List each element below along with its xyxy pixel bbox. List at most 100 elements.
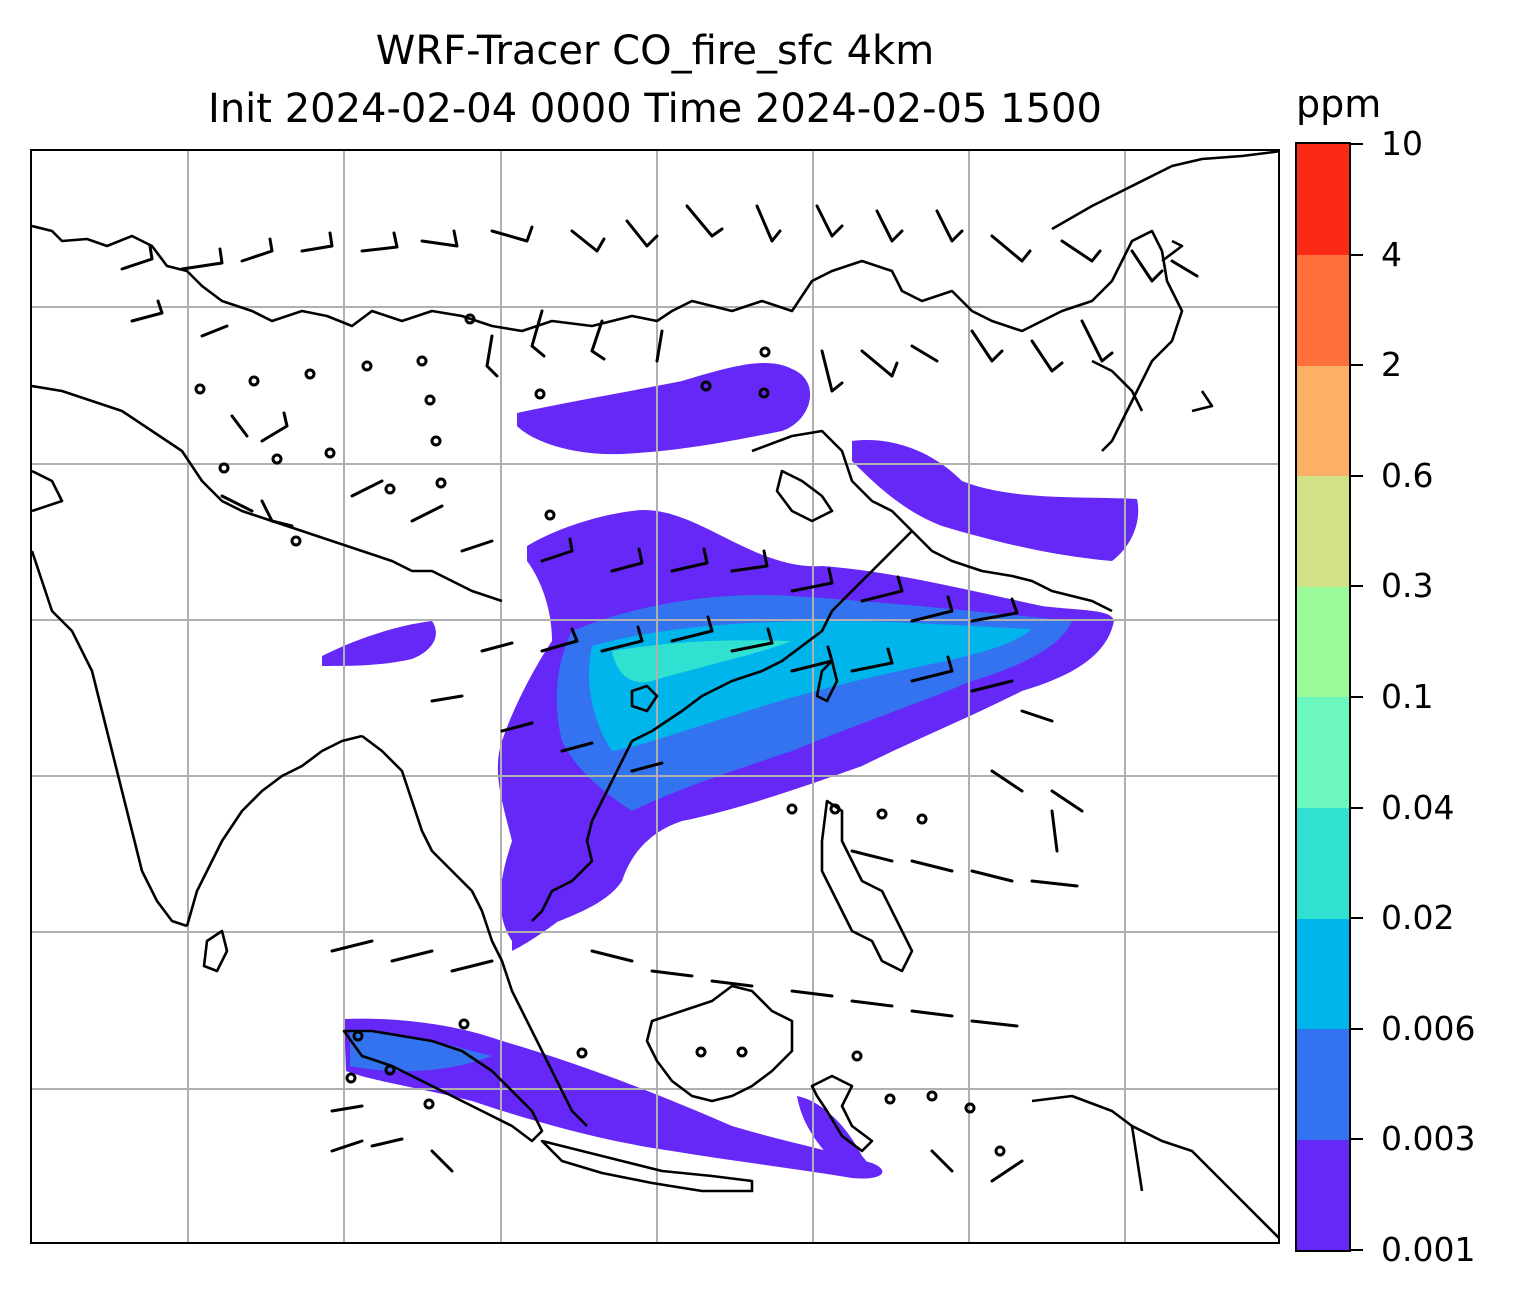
coastline-china-south (631, 530, 913, 743)
wind-barb (670, 615, 714, 643)
wind-barb (300, 231, 334, 253)
wind-barb (860, 349, 899, 378)
calm-wind-marker (695, 1046, 707, 1058)
coastlines (32, 151, 1278, 1239)
colorbar-tick-label: 0.006 (1381, 1008, 1476, 1048)
wind-barb (970, 597, 1019, 623)
wind-barb (730, 627, 774, 653)
wind-barb (570, 229, 606, 253)
colorbar-tick-label: 0.1 (1381, 677, 1434, 716)
wind-barb (1170, 259, 1199, 278)
colorbar-tick (1351, 696, 1363, 698)
coastline-india-west (32, 469, 188, 928)
wind-barb (420, 229, 459, 248)
coastline-hainan (630, 684, 659, 713)
colorbar-tick (1351, 253, 1363, 256)
calm-wind-marker (759, 346, 771, 358)
colorbar-tick-label: 10 (1381, 124, 1423, 163)
wind-barb (220, 494, 254, 513)
gridlines (32, 151, 1278, 1242)
coastline-new-guinea (1031, 1094, 1278, 1239)
wind-barb (1050, 789, 1084, 813)
calm-wind-marker (884, 1093, 896, 1105)
coastline-china-east (751, 429, 1113, 613)
calm-wind-marker (384, 1064, 396, 1076)
calm-wind-marker (423, 1098, 435, 1110)
coastline-asia-north-border (32, 224, 1164, 333)
wind-barb (600, 625, 644, 653)
plume-indochina-tail (512, 851, 596, 951)
wind-barb (655, 329, 664, 363)
wind-barb (815, 204, 844, 238)
colorbar-segment (1297, 144, 1349, 256)
wind-barb (990, 1159, 1024, 1183)
calm-wind-marker (430, 435, 442, 447)
map-canvas (32, 151, 1278, 1242)
colorbar-tick (1351, 143, 1363, 145)
coastline-india-east (185, 734, 363, 927)
colorbar-tick-label: 0.6 (1381, 455, 1434, 495)
colorbar-tick (1351, 1249, 1363, 1251)
wind-barb (500, 721, 534, 733)
calm-wind-marker (458, 1018, 470, 1030)
calm-wind-marker (851, 1050, 863, 1062)
calm-wind-marker (345, 1072, 357, 1084)
wind-barb (260, 499, 294, 528)
wind-barb (910, 655, 954, 683)
wind-barb (910, 859, 954, 873)
wind-barb (710, 979, 754, 988)
wind-barb (480, 641, 514, 653)
coastline-malay-peninsula (530, 1030, 588, 1127)
wind-barb (410, 504, 444, 523)
wind-barb (540, 537, 574, 563)
colorbar-tick-label: 0.02 (1381, 898, 1455, 938)
calm-wind-marker (194, 383, 206, 395)
colorbar-tick (1351, 1027, 1363, 1030)
wind-barb (860, 575, 904, 603)
wind-barb (350, 479, 384, 498)
wind-barb (910, 595, 954, 623)
calm-wind-marker (416, 355, 428, 367)
wind-barb (330, 1139, 364, 1153)
calm-wind-marker (324, 447, 336, 459)
calm-wind-marker (994, 1145, 1006, 1157)
wind-barb (330, 939, 374, 953)
wind-barb (260, 411, 289, 443)
colorbar-tick (1351, 806, 1363, 809)
plume-north-band (517, 362, 811, 455)
calm-wind-marker (304, 368, 316, 380)
wind-barb (850, 647, 894, 673)
wind-barb (935, 209, 964, 243)
wind-barb (180, 247, 224, 271)
calm-wind-marker (876, 808, 888, 820)
wind-barb (790, 645, 834, 673)
calm-wind-marker (534, 388, 546, 400)
wind-barb (240, 237, 274, 263)
wind-barb (530, 309, 546, 358)
calm-wind-marker (271, 453, 283, 465)
colorbar-tick (1351, 585, 1363, 588)
wind-barb (360, 231, 399, 253)
calm-wind-marker (758, 387, 770, 399)
colorbar-segment (1297, 586, 1349, 698)
wind-barb (120, 244, 154, 271)
colorbar-tick (1351, 364, 1363, 367)
wind-barb (970, 679, 1014, 693)
wind-barb (370, 1137, 404, 1148)
coastline-east-asia (1051, 151, 1278, 231)
coastline-philippines (820, 799, 914, 973)
wind-barb (685, 204, 724, 238)
colorbar-tick-label: 0.3 (1381, 566, 1434, 606)
wind-barb (1030, 339, 1064, 373)
calm-wind-marker (736, 1046, 748, 1058)
wind-barb (450, 959, 494, 973)
wind-barb (1130, 249, 1164, 283)
wind-barb (755, 204, 782, 243)
wind-barbs (120, 204, 1199, 1183)
wind-barb (610, 547, 644, 573)
wind-barb (330, 1104, 364, 1113)
wind-barb (540, 627, 579, 653)
colorbar-segment (1297, 254, 1349, 366)
colorbar-tick-label: 2 (1381, 345, 1402, 385)
wind-barb (1080, 319, 1114, 363)
